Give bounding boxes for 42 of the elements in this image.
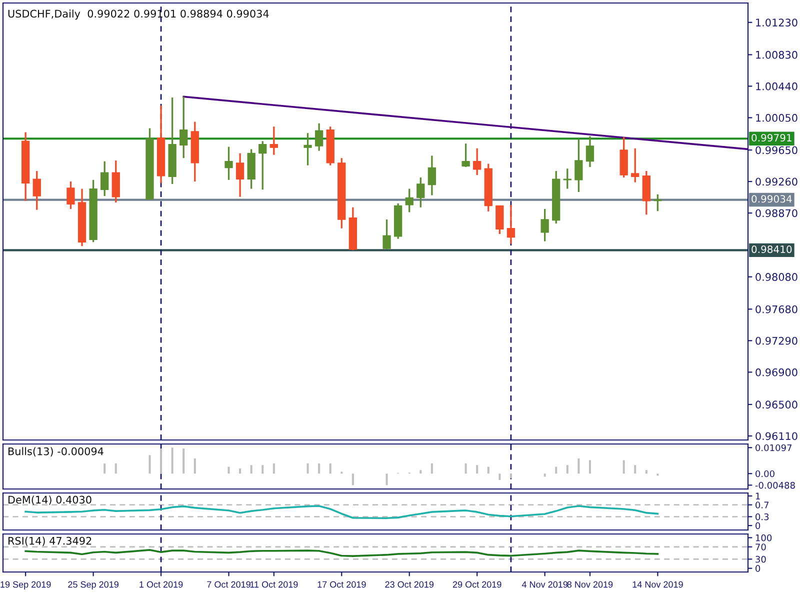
y-tick-label: 0	[756, 522, 760, 530]
y-tick-label: -0.00488	[755, 482, 795, 489]
x-tick-label: 19 Sep 2019	[0, 581, 51, 590]
ref-line-label: 0.99034	[752, 195, 792, 203]
x-tick-label: 1 Oct 2019	[140, 581, 183, 588]
y-tick-label: 0.3	[756, 513, 769, 520]
y-tick-label: 0.7	[756, 502, 769, 508]
chart-title: RSI(14) 47.3492	[8, 536, 92, 546]
x-tick-label: 23 Oct 2019	[385, 581, 434, 588]
y-tick-label: 1.00050	[756, 114, 798, 122]
y-tick-label: 1.01230	[756, 18, 798, 26]
ref-line-label: 0.99791	[752, 134, 792, 142]
y-tick-label: 1.00830	[756, 50, 798, 59]
y-tick-label: 0.99260	[756, 178, 798, 186]
x-tick-label: 4 Nov 2019	[522, 581, 568, 588]
y-tick-label: 0.98080	[756, 273, 798, 281]
chart-title: Bulls(13) -0.00094	[8, 447, 104, 456]
y-tick-label: 70	[756, 544, 766, 550]
y-tick-label: 0.98870	[756, 209, 798, 218]
x-tick-label: 17 Oct 2019	[318, 581, 366, 588]
chart-title: DeM(14) 0.4030	[8, 496, 92, 505]
x-tick-label: 11 Oct 2019	[250, 581, 298, 588]
x-tick-label: 7 Oct 2019	[207, 581, 250, 588]
y-tick-label: 0	[756, 565, 760, 572]
y-tick-label: 0.97290	[756, 336, 798, 345]
x-tick-label: 14 Nov 2019	[632, 581, 683, 588]
y-tick-label: 0.01097	[756, 444, 792, 452]
y-tick-label: 1.00440	[756, 82, 798, 90]
x-tick-label: 8 Nov 2019	[567, 581, 613, 588]
text: USDCHF,Daily 0.99022 0.99101 0.98894 0.99034	[8, 10, 269, 20]
ref-line-label: 0.98410	[752, 246, 792, 254]
y-tick-label: 0.96900	[756, 368, 798, 376]
x-tick-label: 25 Sep 2019	[68, 581, 118, 590]
x-tick-label: 29 Oct 2019	[452, 581, 502, 588]
y-tick-label: 1	[756, 492, 760, 500]
y-tick-label: 0.99650	[756, 146, 798, 154]
y-tick-label: 0.96500	[756, 400, 798, 409]
y-tick-label: 100	[756, 534, 772, 542]
y-tick-label: 0.97680	[756, 305, 798, 314]
y-tick-label: 0.00	[756, 470, 774, 478]
y-tick-label: 30	[756, 556, 766, 563]
y-tick-label: 0.96110	[756, 432, 798, 440]
